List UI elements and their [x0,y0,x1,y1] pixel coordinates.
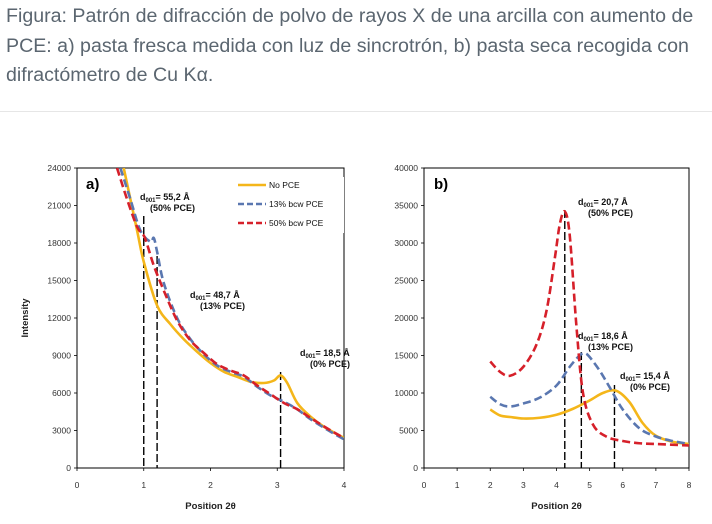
figure-caption: Figura: Patrón de difracción de polvo de… [6,5,694,86]
x-tick-label: 1 [455,480,460,490]
caption-divider [0,111,712,112]
legend-entry: 13% bcw PCE [269,199,324,209]
x-axis-label: Position 2θ [185,501,236,512]
peak-subscript: 001 [146,198,157,204]
x-tick-label: 2 [488,480,493,490]
legend-entry: No PCE [269,180,300,190]
peak-symbol: d [140,192,146,202]
peak-subscript: 001 [584,203,595,209]
peak-value: = 18,5 Å [316,348,351,358]
y-tick-label: 24000 [47,163,71,173]
x-tick-label: 3 [521,480,526,490]
y-tick-label: 30000 [394,238,418,248]
chart-b: 0 5000 10000 15000 20000 25000 30000 35000 40000… [394,163,691,512]
peak-value: = 20,7 Å [594,197,629,207]
y-tick-label: 3000 [52,426,71,436]
peak-symbol: d [578,197,584,207]
peak-annotation: d001= 55,2 Å [140,192,190,204]
peak-annotation: d001= 48,7 Å [190,290,240,302]
peak-symbol: d [300,348,306,358]
x-tick-label: 7 [654,480,659,490]
x-axis-label: Position 2θ [531,501,582,512]
peak-note: (50% PCE) [150,203,195,213]
peak-annotation: d001= 18,5 Å [300,348,350,360]
legend-box [236,177,344,233]
y-tick-label: 5000 [399,426,418,436]
panel-label: a) [86,176,99,193]
peak-subscript: 001 [626,377,637,383]
peak-subscript: 001 [196,296,207,302]
series-line [489,351,689,446]
y-tick-label: 15000 [47,276,71,286]
peak-value: = 15,4 Å [636,371,671,381]
x-tick-label: 3 [275,480,280,490]
y-tick-label: 9000 [52,351,71,361]
legend-entry: 50% bcw PCE [269,218,324,228]
x-tick-label: 5 [587,480,592,490]
panel-label: b) [434,176,448,193]
y-tick-label: 6000 [52,388,71,398]
peak-symbol: d [620,371,626,381]
y-tick-label: 21000 [47,201,71,211]
y-tick-label: 0 [66,463,71,473]
y-tick-label: 0 [413,463,418,473]
peak-symbol: d [578,331,584,341]
peak-value: = 55,2 Å [156,192,191,202]
peak-note: (13% PCE) [200,301,245,311]
peak-annotation: d001= 18,6 Å [578,331,628,343]
series-line [489,209,689,447]
y-tick-label: 40000 [394,163,418,173]
x-tick-label: 0 [75,480,80,490]
x-tick-label: 0 [422,480,427,490]
peak-symbol: d [190,290,196,300]
peak-annotation: d001= 20,7 Å [578,197,628,209]
peak-note: (0% PCE) [310,359,350,369]
x-tick-label: 2 [208,480,213,490]
series-line [122,168,344,440]
peak-note: (0% PCE) [630,382,670,392]
chart-a: 0 3000 6000 9000 12000 15000 18000 21000 24000 0 1… [20,163,350,512]
peak-subscript: 001 [584,337,595,343]
peak-value: = 18,6 Å [594,331,629,341]
peak-annotation: d001= 15,4 Å [620,371,670,383]
x-tick-label: 6 [620,480,625,490]
y-tick-label: 10000 [394,388,418,398]
x-tick-label: 4 [554,480,559,490]
y-tick-label: 35000 [394,201,418,211]
y-tick-label: 25000 [394,276,418,286]
y-axis-label: Intensity [20,298,31,338]
peak-value: = 48,7 Å [206,290,241,300]
y-tick-label: 20000 [394,313,418,323]
y-tick-label: 18000 [47,238,71,248]
x-tick-label: 1 [141,480,146,490]
y-tick-label: 15000 [394,351,418,361]
series-line [115,168,344,440]
peak-note: (13% PCE) [588,342,633,352]
peak-note: (50% PCE) [588,208,633,218]
peak-subscript: 001 [306,354,317,360]
x-tick-label: 4 [342,480,347,490]
plot-frame [423,167,690,469]
series-line [489,388,689,446]
x-tick-label: 8 [687,480,692,490]
y-tick-label: 12000 [47,313,71,323]
